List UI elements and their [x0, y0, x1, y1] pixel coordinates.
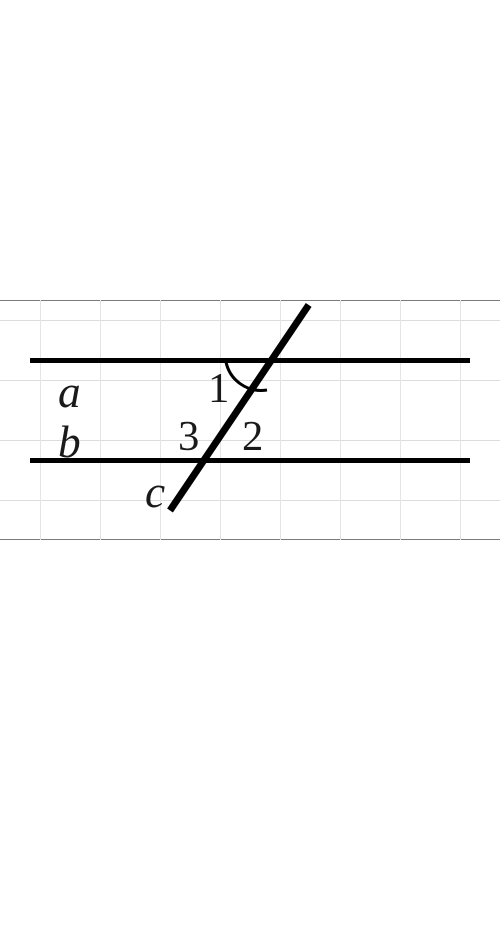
grid-v: [460, 300, 461, 540]
label-c: c: [145, 466, 165, 518]
grid-h: [0, 320, 500, 321]
label-b: b: [58, 416, 81, 468]
label-a: a: [58, 366, 81, 418]
grid-h: [0, 500, 500, 501]
grid-h: [0, 539, 500, 540]
grid-v: [340, 300, 341, 540]
grid-v: [400, 300, 401, 540]
angle-label-2: 2: [242, 412, 263, 461]
angle-label-1: 1: [208, 364, 229, 413]
grid-v: [40, 300, 41, 540]
grid-v: [100, 300, 101, 540]
grid-v: [280, 300, 281, 540]
grid-v: [220, 300, 221, 540]
grid-h: [0, 300, 500, 301]
angle-label-3: 3: [178, 412, 199, 461]
